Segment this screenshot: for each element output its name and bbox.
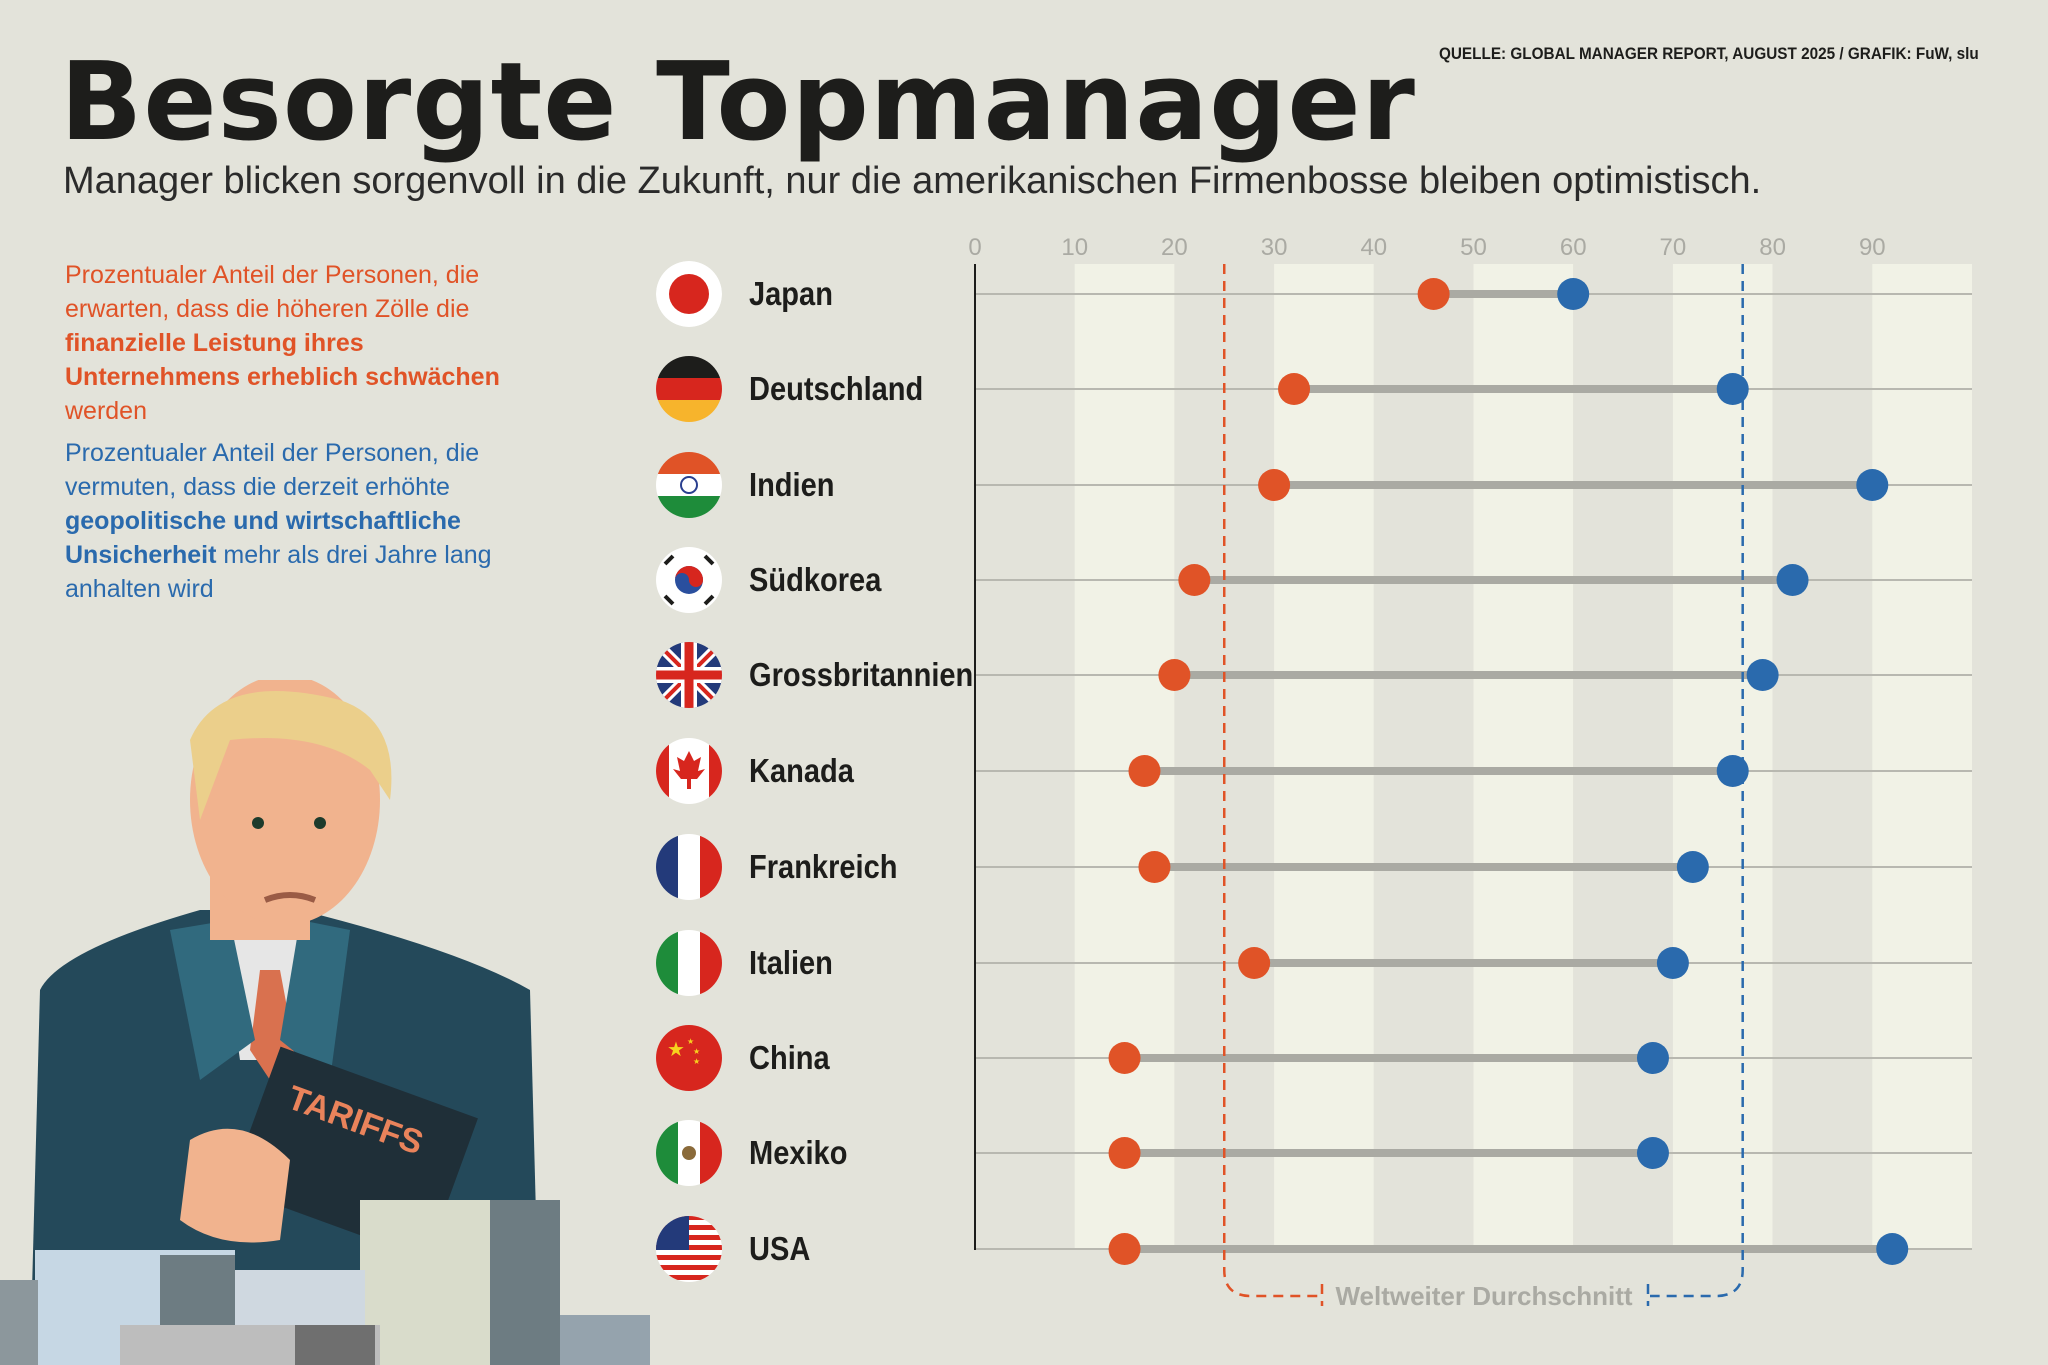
country-label: USA [655, 1214, 819, 1284]
country-name: China [749, 1039, 830, 1076]
svg-text:★: ★ [693, 1047, 700, 1056]
orange-dot-Kanada [1128, 755, 1161, 787]
blue-dot-Indien [1856, 469, 1889, 501]
usa-flag-icon [656, 1216, 722, 1282]
x-tick-label: 30 [1261, 234, 1288, 261]
grid-band [1672, 264, 1773, 1250]
india-flag-icon [656, 452, 722, 518]
country-label: Japan [655, 259, 844, 329]
orange-dot-Grossbritannien [1158, 659, 1191, 691]
x-tick-label: 50 [1460, 234, 1487, 261]
orange-dot-China [1108, 1042, 1141, 1074]
businessman-illustration: TARIFFS [0, 680, 650, 1365]
country-label: Kanada [655, 736, 868, 806]
blue-average-line [1646, 264, 1744, 1306]
south-korea-flag-icon [656, 547, 722, 613]
canada-flag-icon [656, 738, 722, 804]
country-label: Indien [655, 450, 846, 520]
grid-band [1573, 264, 1673, 1250]
country-label: Italien [655, 928, 844, 998]
mexico-flag-icon [656, 1120, 722, 1186]
orange-dot-Italien [1238, 947, 1271, 979]
blue-dot-Grossbritannien [1746, 659, 1779, 691]
blue-dot-Frankreich [1676, 851, 1709, 883]
uk-flag-icon [656, 642, 722, 708]
blue-dot-Deutschland [1716, 373, 1749, 405]
grid-band [1473, 264, 1574, 1250]
legend-blue-bold: geopolitische und wirtschaftliche Unsich… [65, 507, 461, 569]
country-label: Mexiko [655, 1118, 861, 1188]
legend-blue-text: Prozentualer Anteil der Personen, die ve… [65, 439, 480, 501]
source-credit: QUELLE: GLOBAL MANAGER REPORT, AUGUST 20… [1439, 44, 1979, 63]
country-name: Japan [749, 275, 833, 312]
china-flag-icon: ★ ★★★ [656, 1025, 722, 1091]
grid-band [1074, 264, 1175, 1250]
legend-blue-end: mehr als drei Jahre lang anhalten wird [65, 541, 492, 603]
country-name: Mexiko [749, 1134, 848, 1171]
orange-dot-Japan [1417, 278, 1450, 310]
country-label: Südkorea [655, 545, 899, 615]
grid-band [1772, 264, 1873, 1250]
blue-dot-China [1636, 1042, 1669, 1074]
country-name: Italien [749, 944, 833, 981]
x-tick-label: 40 [1360, 234, 1387, 261]
italy-flag-icon [656, 930, 722, 996]
page-title: Besorgte Topmanager [60, 40, 1416, 165]
france-flag-icon [656, 834, 722, 900]
reference-label: Weltweiter Durchschnitt [1335, 1281, 1632, 1311]
country-name: Kanada [749, 752, 854, 789]
x-tick-label: 20 [1161, 234, 1188, 261]
x-tick-label: 70 [1660, 234, 1687, 261]
japan-flag-icon [656, 261, 722, 327]
x-tick-label: 60 [1560, 234, 1587, 261]
orange-average-line [1223, 264, 1324, 1306]
orange-dot-Deutschland [1278, 373, 1311, 405]
x-tick-label: 0 [968, 234, 981, 261]
legend-orange-end: werden [65, 397, 147, 425]
x-tick-label: 10 [1061, 234, 1088, 261]
legend-orange-text: Prozentualer Anteil der Personen, die er… [65, 261, 480, 323]
country-name: Grossbritannien [749, 656, 974, 693]
orange-dot-Indien [1258, 469, 1291, 501]
grid-band [1274, 264, 1374, 1250]
legend-blue: Prozentualer Anteil der Personen, die ve… [65, 436, 545, 606]
country-label: Grossbritannien [655, 640, 1004, 710]
country-name: Indien [749, 466, 835, 503]
blue-dot-Mexiko [1636, 1137, 1669, 1169]
blue-dot-Südkorea [1776, 564, 1809, 596]
country-label: Frankreich [655, 832, 918, 902]
svg-text:★: ★ [687, 1037, 694, 1046]
blue-dot-Kanada [1716, 755, 1749, 787]
blue-dot-Italien [1656, 947, 1689, 979]
grid-band [1872, 264, 1972, 1250]
orange-dot-Frankreich [1138, 851, 1171, 883]
x-tick-label: 90 [1859, 234, 1886, 261]
orange-dot-Südkorea [1178, 564, 1211, 596]
country-name: Frankreich [749, 848, 898, 885]
blue-dot-Japan [1557, 278, 1590, 310]
country-name: Deutschland [749, 370, 924, 407]
country-name: USA [749, 1230, 811, 1267]
legend-orange-bold: finanzielle Leistung ihres Unternehmens … [65, 329, 500, 391]
x-tick-label: 80 [1759, 234, 1786, 261]
country-label: ★ ★ ★ ★ China [655, 1023, 841, 1093]
svg-text:★: ★ [693, 1057, 700, 1066]
grid-band [1373, 264, 1474, 1250]
subtitle: Manager blicken sorgenvoll in die Zukunf… [63, 160, 1762, 202]
country-label: Deutschland [655, 354, 947, 424]
orange-dot-USA [1108, 1233, 1141, 1265]
legend-orange: Prozentualer Anteil der Personen, die er… [65, 258, 545, 428]
country-name: Südkorea [749, 561, 882, 598]
svg-text:★: ★ [667, 1037, 685, 1061]
blue-dot-USA [1876, 1233, 1909, 1265]
grid-band [975, 264, 1075, 1250]
orange-dot-Mexiko [1108, 1137, 1141, 1169]
germany-flag-icon [656, 356, 722, 422]
